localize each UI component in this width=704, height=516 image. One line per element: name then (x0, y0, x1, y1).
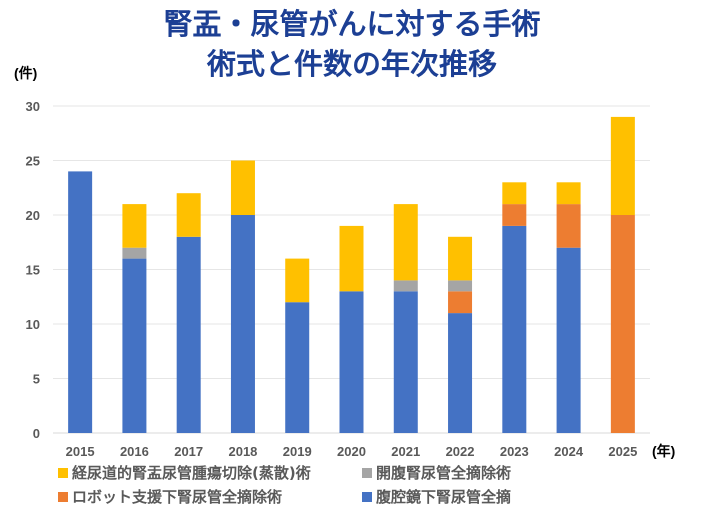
y-tick-label: 5 (33, 372, 40, 387)
bar-segment (556, 247, 581, 433)
bar-segment (448, 291, 473, 314)
legend-item: 開腹腎尿管全摘除術 (362, 462, 511, 483)
legend-label: 経尿道的腎盂尿管腫瘍切除(蒸散)術 (72, 464, 311, 482)
bar-segment (285, 302, 310, 433)
y-tick-label: 10 (26, 317, 40, 332)
bar-segment (230, 160, 255, 215)
x-tick-label: 2024 (554, 444, 584, 459)
y-tick-label: 0 (33, 426, 40, 441)
bar-segment (610, 116, 635, 215)
x-tick-label: 2019 (283, 444, 312, 459)
legend-label: 腹腔鏡下腎尿管全摘 (376, 488, 512, 506)
bar-segment (502, 204, 527, 226)
bar-segment (339, 291, 364, 433)
bar-segment (393, 280, 418, 292)
legend-swatch (58, 467, 68, 478)
x-tick-label: 2023 (500, 444, 529, 459)
bar-segment (448, 280, 473, 292)
bar-segment (230, 215, 255, 433)
bar-segment (502, 225, 527, 433)
legend-label: ロボット支援下腎尿管全摘除術 (72, 488, 283, 506)
bar-segment (122, 247, 147, 259)
bar-segment (556, 182, 581, 205)
bar-segment (176, 236, 201, 433)
legend-swatch (362, 467, 372, 478)
legend-item: ロボット支援下腎尿管全摘除術 (58, 486, 282, 507)
chart-title-line2: 術式と件数の年次推移 (206, 47, 497, 81)
y-tick-label: 25 (26, 154, 40, 169)
legend-label: 開腹腎尿管全摘除術 (376, 464, 512, 482)
legend-swatch (362, 491, 372, 502)
bar-segment (122, 204, 147, 248)
bar-segment (339, 225, 364, 292)
legend-item: 経尿道的腎盂尿管腫瘍切除(蒸散)術 (58, 462, 311, 483)
bar-segment (502, 182, 527, 205)
x-tick-label: 2025 (608, 444, 637, 459)
x-tick-label: 2022 (446, 444, 475, 459)
bar-segment (610, 215, 635, 433)
bar-segment (556, 204, 581, 248)
y-tick-label: 15 (26, 263, 40, 278)
x-tick-label: 2020 (337, 444, 366, 459)
legend-swatch (58, 491, 68, 502)
x-tick-label: 2018 (228, 444, 257, 459)
bar-segment (393, 291, 418, 433)
x-tick-label: 2021 (391, 444, 420, 459)
bar-segment (393, 204, 418, 281)
legend-item: 腹腔鏡下腎尿管全摘 (362, 486, 511, 507)
bar-segment (448, 313, 473, 433)
bar-segment (448, 236, 473, 281)
y-axis-label: (件) (14, 65, 37, 81)
y-tick-label: 20 (26, 208, 40, 223)
x-tick-label: 2017 (174, 444, 203, 459)
x-axis-label: (年) (652, 443, 675, 459)
bar-segment (176, 193, 201, 237)
bar-segment (68, 171, 93, 433)
bar-segment (122, 258, 147, 433)
x-tick-label: 2016 (120, 444, 149, 459)
bar-segment (285, 258, 310, 303)
y-tick-label: 30 (26, 99, 40, 114)
x-tick-label: 2015 (66, 444, 95, 459)
chart-title-line1: 腎盂・尿管がんに対する手術 (163, 7, 541, 41)
